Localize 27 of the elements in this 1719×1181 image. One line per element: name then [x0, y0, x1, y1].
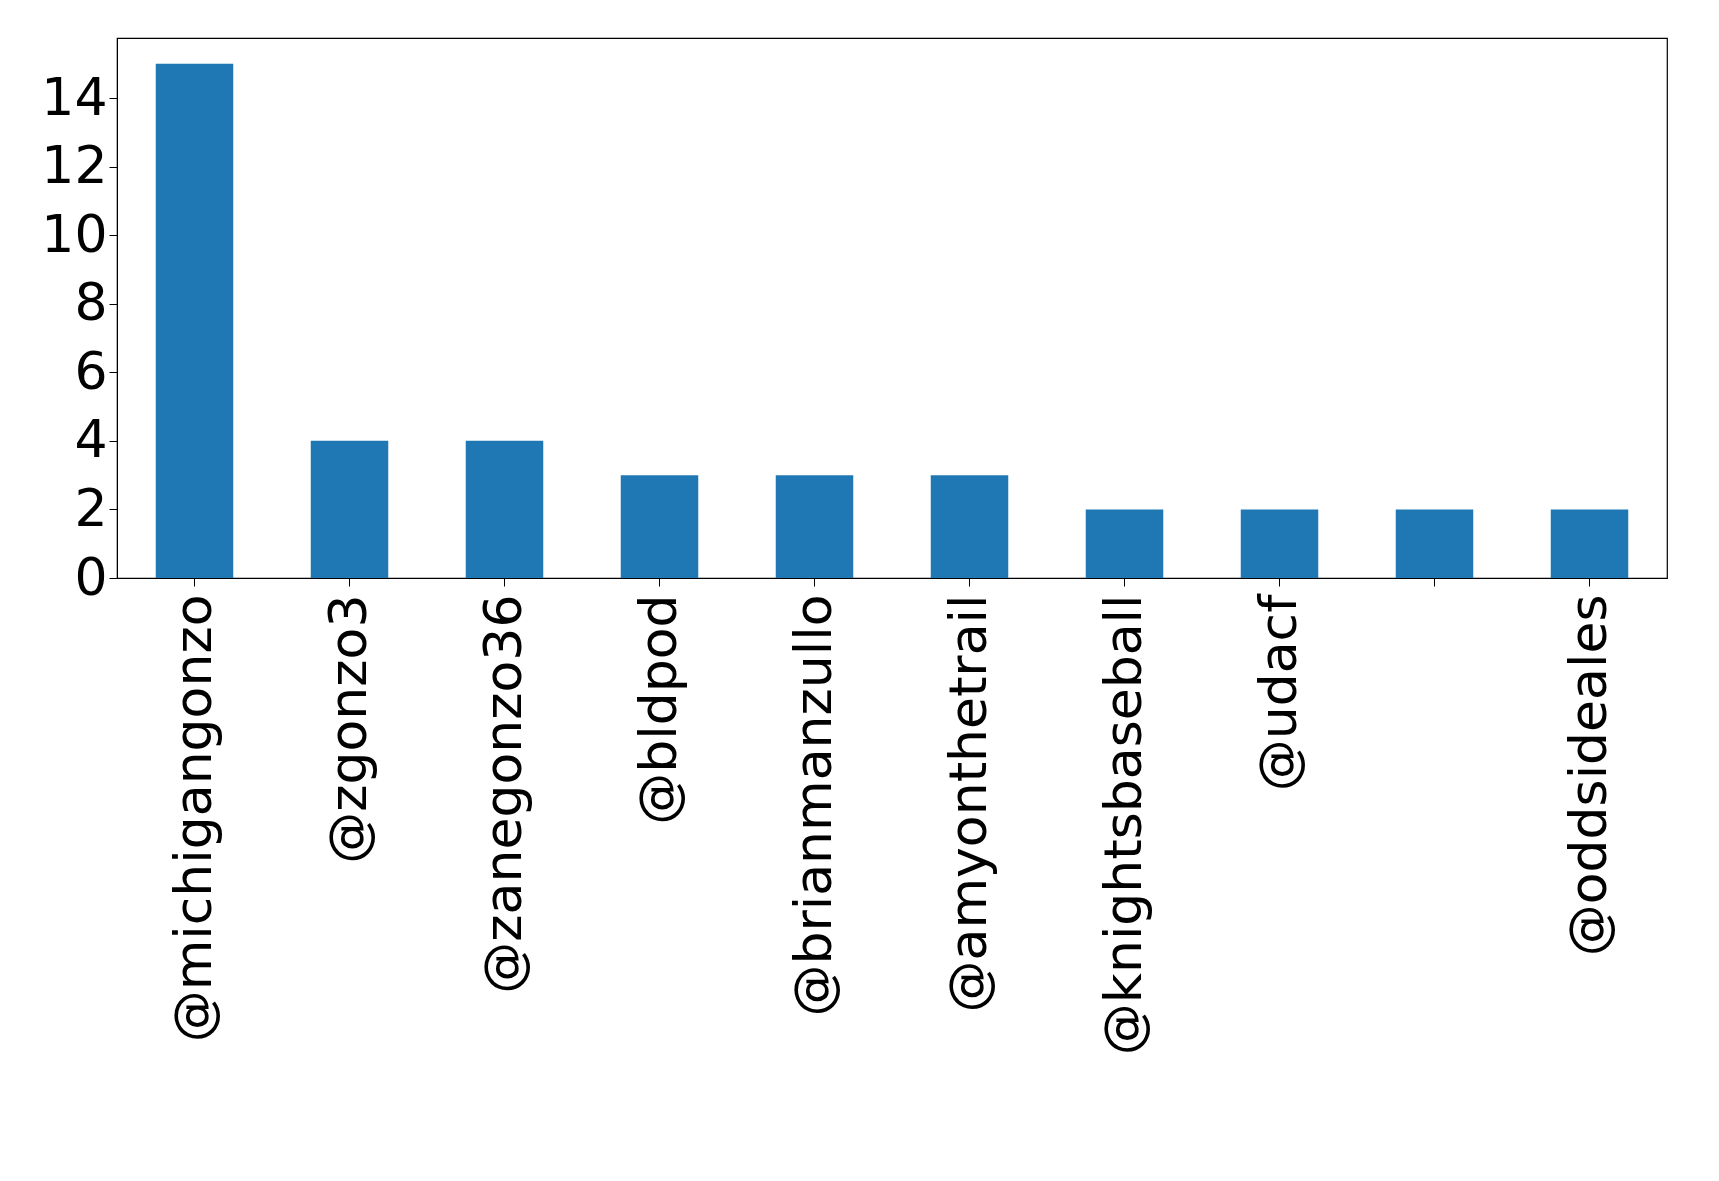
bar — [930, 475, 1009, 578]
x-tick-label: @zanegonzo36 — [472, 594, 533, 994]
x-tick-label: @amyonthetrail — [937, 594, 998, 1013]
bar — [620, 475, 699, 578]
x-tick-label: @oddsideales — [1557, 594, 1618, 957]
x-tick-label: @michigangonzo — [162, 594, 223, 1043]
bar — [1240, 509, 1319, 578]
bar — [465, 440, 544, 578]
y-tick-label: 12 — [41, 135, 108, 196]
x-tick-label: @zgonzo3 — [317, 594, 378, 864]
x-tick-label: @brianmanzullo — [782, 594, 843, 1017]
bar — [155, 63, 234, 578]
y-tick-label: 2 — [74, 477, 108, 538]
y-tick-label: 10 — [41, 203, 108, 264]
bar — [1550, 509, 1629, 578]
y-tick-label: 6 — [74, 340, 108, 401]
y-tick-label: 4 — [74, 409, 108, 470]
x-tick-label: @bldpod — [627, 594, 688, 825]
x-tick-label: @knightsbaseball — [1092, 594, 1153, 1056]
y-tick-label: 0 — [74, 546, 108, 607]
x-tick-label: @udacf — [1247, 592, 1308, 792]
bar — [1395, 509, 1474, 578]
y-tick-label: 8 — [74, 272, 108, 333]
bar — [310, 440, 389, 578]
bar — [775, 475, 854, 578]
y-tick-label: 14 — [41, 66, 108, 127]
bar — [1085, 509, 1164, 578]
